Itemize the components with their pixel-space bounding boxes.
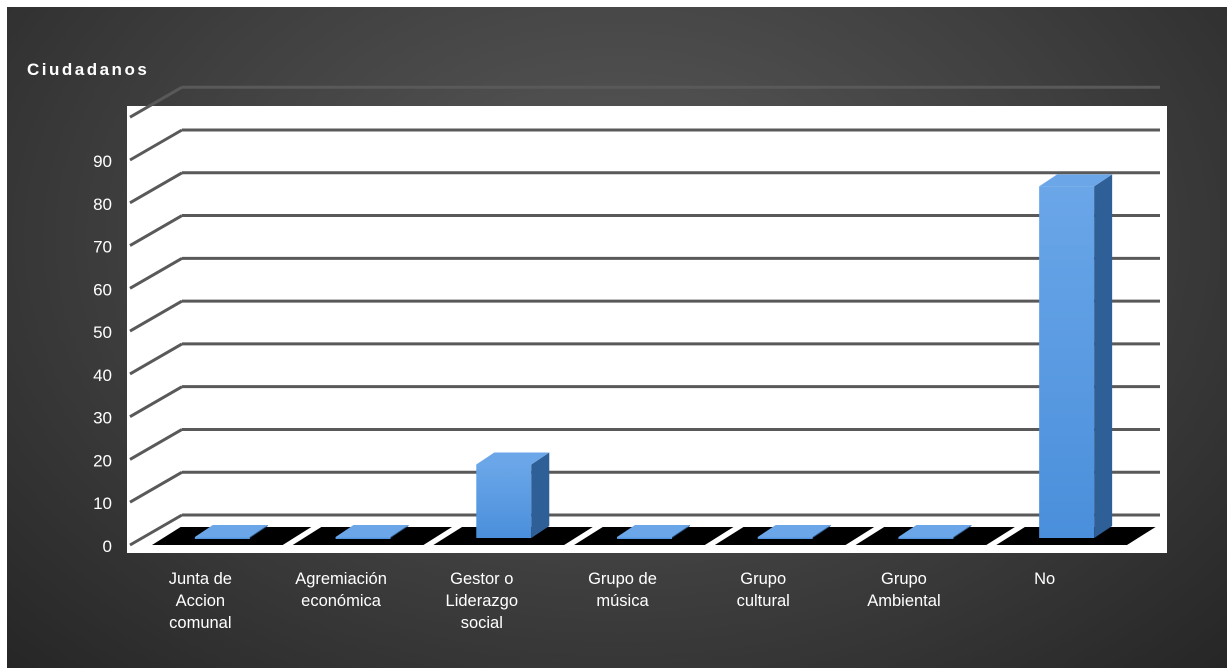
x-tick-label: Agremiación económica: [295, 570, 387, 610]
x-tick-label: Grupo cultural: [736, 570, 790, 610]
bar: [335, 537, 391, 539]
y-tick-label: 0: [103, 537, 112, 556]
bar-top: [476, 452, 550, 465]
bar: [617, 537, 672, 539]
x-tick-label: Grupo Ambiental: [867, 570, 941, 610]
y-tick-label: 30: [93, 409, 112, 428]
gridline-depth: [129, 214, 183, 247]
y-tick-label: 60: [93, 280, 112, 299]
bar-side: [390, 525, 409, 538]
bar-side: [953, 525, 972, 538]
gridline-depth: [129, 85, 183, 119]
bar-side: [249, 525, 268, 538]
x-tick-label: Gestor o Liderazgo social: [445, 570, 519, 632]
bar-side: [1094, 174, 1113, 538]
gridline-depth: [129, 428, 183, 461]
bar-side: [672, 525, 690, 538]
bar-top: [335, 525, 409, 537]
y-tick-label: 50: [93, 323, 112, 342]
y-tick-label: 20: [93, 451, 112, 470]
gridline-depth: [129, 171, 183, 205]
y-tick-label: 80: [93, 195, 112, 214]
plot-area: [127, 106, 1167, 553]
bar-top: [898, 525, 972, 537]
bar: [757, 537, 813, 539]
gridline-depth: [129, 299, 183, 333]
bar-side: [531, 452, 550, 538]
bar: [1039, 186, 1095, 538]
gridline-depth: [129, 257, 183, 290]
bar-top: [194, 525, 268, 537]
bar: [898, 537, 954, 539]
gridline-depth: [129, 128, 183, 162]
x-tick-label: Junta de Accion comunal: [168, 570, 232, 632]
y-tick-label: 40: [93, 366, 112, 385]
chart-title: Ciudadanos: [27, 60, 150, 79]
gridline-depth: [129, 342, 183, 376]
gridline-depth: [129, 385, 183, 418]
bar-top: [757, 525, 831, 537]
bar: [194, 537, 250, 539]
y-tick-label: 10: [93, 494, 112, 513]
gridline-depth: [129, 470, 183, 504]
bar-top: [1039, 174, 1113, 187]
bar-top: [617, 525, 690, 537]
gridline-depth: [129, 513, 183, 547]
bar-side: [812, 525, 831, 538]
x-tick-label: Grupo de música: [588, 570, 657, 610]
x-tick-label: No: [1034, 570, 1056, 588]
y-tick-label: 70: [93, 238, 112, 257]
y-tick-label: 90: [93, 152, 112, 171]
bar: [476, 464, 532, 538]
